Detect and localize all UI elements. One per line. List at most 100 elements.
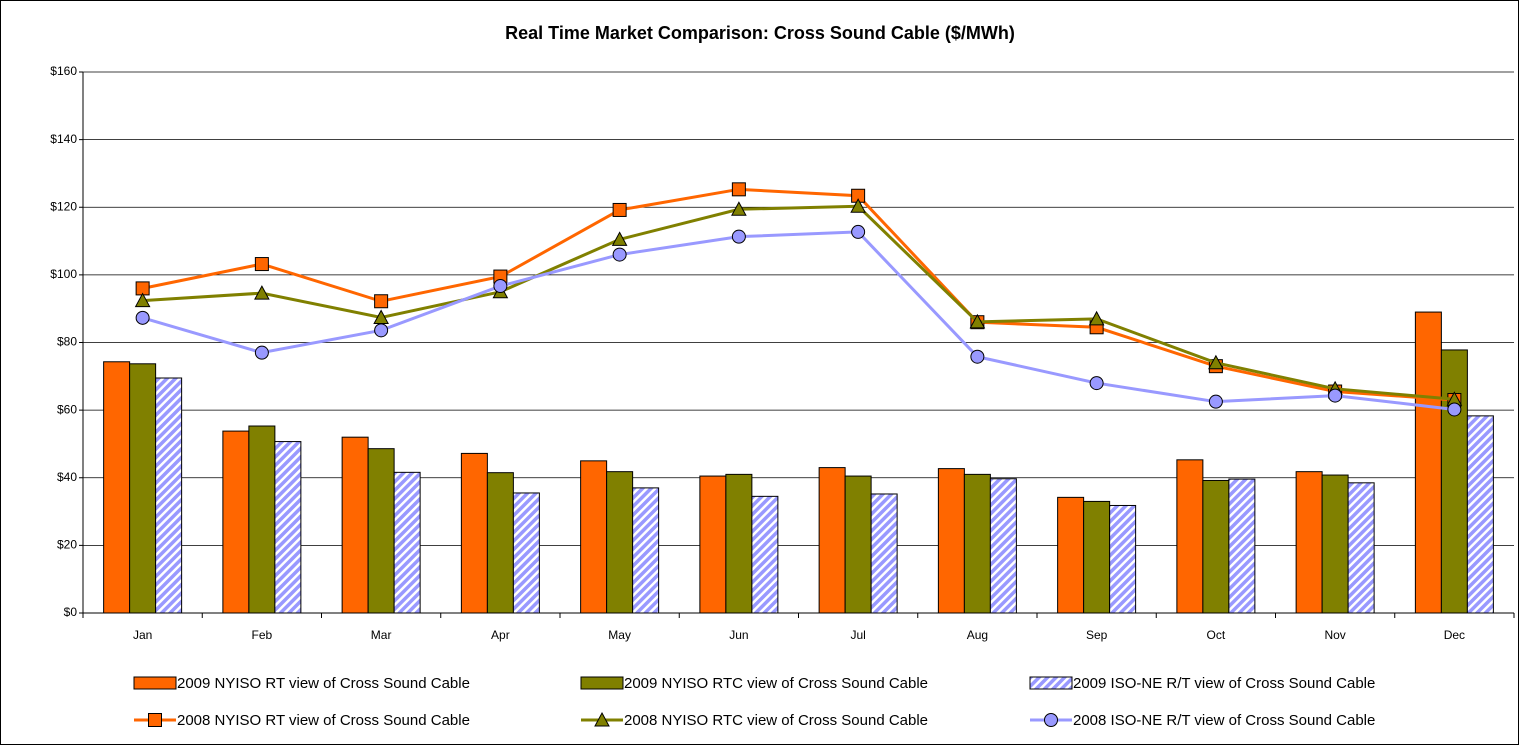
marker [135,310,150,325]
marker [134,292,151,308]
bar [1466,415,1494,614]
marker [612,202,627,217]
marker [374,294,389,309]
bar [274,441,302,614]
legend-item: 2009 NYISO RT view of Cross Sound Cable [133,675,470,692]
bar [248,425,276,614]
marker [1089,376,1104,391]
x-tick-label: Mar [371,628,392,642]
bar [1347,482,1375,614]
x-tick-label: Apr [491,628,510,642]
y-tick-label: $40 [57,470,77,484]
bar [818,467,846,614]
marker [611,231,628,246]
legend-item: 2009 NYISO RTC view of Cross Sound Cable [580,675,928,692]
marker [1208,354,1224,370]
bar [1295,471,1323,614]
bar [1083,500,1111,614]
marker [254,345,269,360]
marker [731,229,746,244]
y-tick-label: $60 [57,402,77,416]
bar [103,361,131,614]
legend-item: 2008 ISO-NE R/T view of Cross Sound Cabl… [1030,712,1375,729]
marker [374,323,389,338]
marker [1208,394,1223,409]
marker [731,201,747,216]
bar [1440,349,1468,614]
bar [367,448,395,614]
bar [512,492,540,614]
marker [1044,713,1058,727]
marker [594,711,610,727]
line [142,187,1455,402]
bar [1202,479,1230,614]
legend-label: 2009 NYISO RTC view of Cross Sound Cable [624,675,928,692]
bar [632,487,660,614]
bar [1321,474,1349,614]
legend-swatch [133,676,177,690]
line [142,230,1455,411]
x-tick-label: Dec [1444,628,1465,642]
line [142,204,1455,401]
x-tick-label: Oct [1207,628,1226,642]
bar [1228,478,1256,614]
x-tick-label: Jul [850,628,865,642]
marker [254,257,269,272]
x-tick-label: Feb [252,628,273,642]
marker [254,285,270,300]
legend-label: 2008 NYISO RT view of Cross Sound Cable [177,712,470,729]
bar [1109,504,1137,614]
bar [1414,311,1442,614]
marker [148,713,162,727]
y-tick-label: $0 [64,605,78,619]
bar [844,475,872,614]
bar [460,452,488,614]
x-tick-label: Sep [1086,628,1108,642]
legend-swatch [580,676,624,690]
legend-item: 2008 NYISO RTC view of Cross Sound Cable [581,711,928,729]
y-tick-label: $140 [50,132,77,146]
marker [731,182,746,197]
marker [1328,388,1343,403]
y-tick-label: $100 [50,267,77,281]
y-tick-label: $160 [50,64,77,78]
bar [1176,459,1204,614]
x-tick-label: Aug [967,628,988,642]
bar [1057,496,1085,614]
bar [963,473,991,614]
x-tick-label: May [608,628,631,642]
bar [580,460,608,614]
legend-swatch [1029,676,1073,690]
legend-item: 2008 NYISO RT view of Cross Sound Cable [134,712,470,729]
y-tick-label: $20 [57,538,77,552]
bar [222,430,250,614]
marker [969,313,986,329]
x-tick-label: Nov [1324,628,1345,642]
marker [493,279,508,294]
bar [699,475,727,614]
marker [851,224,866,239]
bar [870,493,898,614]
x-tick-label: Jan [133,628,152,642]
bar [937,468,965,614]
legend-label: 2008 NYISO RTC view of Cross Sound Cable [624,712,928,729]
legend-label: 2009 NYISO RT view of Cross Sound Cable [177,675,470,692]
marker [612,247,627,262]
bar [341,436,369,614]
bar [989,478,1017,614]
bar [129,363,157,614]
bar [486,472,514,614]
marker [970,349,985,364]
chart-title: Real Time Market Comparison: Cross Sound… [505,23,1015,43]
bar [155,377,183,614]
legend-label: 2009 ISO-NE R/T view of Cross Sound Cabl… [1073,675,1375,692]
bar [393,471,421,614]
bar [725,473,753,614]
marker [1088,310,1105,326]
marker [1447,402,1462,417]
bar [606,471,634,614]
marker [850,198,866,213]
